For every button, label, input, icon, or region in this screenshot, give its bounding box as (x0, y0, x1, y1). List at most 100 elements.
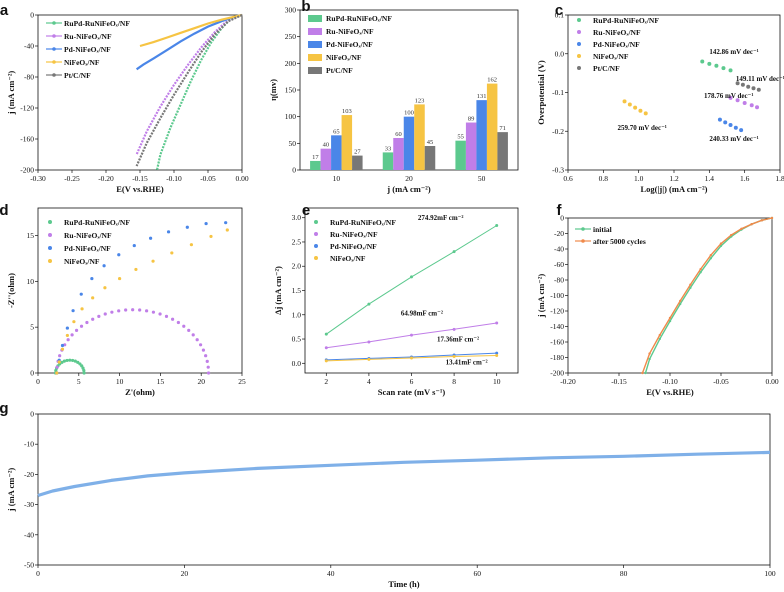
legend-marker-d (48, 220, 52, 224)
y-tick-label-b: 150 (285, 86, 297, 95)
stability-line-g (37, 450, 771, 498)
data-point-f (699, 267, 702, 271)
data-point-d (204, 354, 208, 358)
x-tick-label-g: 80 (620, 569, 628, 578)
data-point-d (60, 343, 65, 348)
legend-label-c: Pt/C/NF (593, 64, 620, 73)
series-line-f (641, 217, 773, 374)
x-tick-label-b: 20 (405, 174, 413, 183)
y-tick-label-b: 0 (292, 166, 296, 175)
data-point-d (85, 320, 89, 325)
data-point-d (68, 358, 72, 362)
y-tick-label-d: 10 (27, 277, 35, 286)
y-tick-label-c: 0.1 (555, 11, 565, 20)
legend-marker-e (314, 244, 318, 248)
data-point-c (740, 82, 745, 87)
legend-label-d: Pd-NiFeOₓ/NF (64, 244, 111, 253)
data-point-d (145, 309, 149, 313)
y-tick-label-b: 200 (285, 59, 297, 68)
data-point-d (65, 358, 69, 363)
x-tick-label-b: 50 (478, 174, 486, 183)
data-point-f (709, 254, 712, 257)
data-point-d (79, 324, 84, 328)
data-point-d (151, 259, 155, 263)
capacitance-annotation-e: 13.41mF cm⁻² (446, 358, 488, 366)
legend-label-c: NiFeOₓ/NF (593, 52, 629, 61)
legend-swatch-b (308, 41, 322, 48)
data-point-c (728, 68, 733, 73)
data-point-f (668, 316, 672, 320)
data-point-c (714, 63, 719, 68)
legend-marker-a (52, 34, 56, 38)
panel-label-b: b (301, 0, 310, 15)
data-point-f (770, 216, 774, 220)
x-tick-label-a: -0.25 (64, 174, 80, 183)
y-tick-label-f: -60 (554, 260, 564, 269)
data-point-f (719, 242, 723, 245)
data-point-d (91, 296, 95, 300)
x-tick-label-f: -0.10 (662, 377, 678, 386)
panel-label-g: g (0, 400, 9, 417)
x-tick-label-f: -0.05 (713, 377, 729, 386)
bar-value-label-b: 131 (477, 93, 487, 100)
y-tick-label-e: 0.5 (292, 335, 302, 344)
y-tick-label-c: -0.1 (552, 88, 564, 97)
x-axis-title-a: E(V vs.RHE) (116, 184, 164, 194)
bar-b (455, 140, 466, 170)
data-point-e (495, 354, 499, 358)
panel-label-c: c (555, 2, 563, 19)
bar-b (497, 132, 508, 170)
x-tick-label-d: 10 (116, 377, 124, 386)
x-tick-label-a: -0.05 (200, 174, 216, 183)
legend-marker-e (314, 220, 318, 224)
data-point-d (97, 314, 101, 318)
legend-label-d: NiFeOₓ/NF (64, 257, 100, 266)
legend-marker-f (581, 227, 585, 231)
capacitance-annotation-e: 17.36mF cm⁻² (437, 335, 479, 343)
legend-marker-c (577, 54, 581, 58)
data-point-d (55, 365, 59, 369)
data-point-c (622, 99, 627, 104)
y-tick-label-b: 50 (289, 139, 297, 148)
y-tick-label-b: 300 (285, 6, 297, 15)
slope-annotation-c: 149.11 mV dec⁻¹ (736, 75, 784, 83)
y-axis-title-e: Δj (mA cm⁻²) (273, 266, 283, 315)
data-point-d (124, 308, 128, 312)
legend-marker-d (48, 233, 52, 237)
legend-marker-e (314, 232, 318, 236)
data-point-f (658, 333, 661, 337)
data-point-e (367, 357, 371, 361)
y-tick-label-a: -200 (20, 166, 34, 175)
y-tick-label-d: 5 (30, 323, 34, 332)
x-tick-label-c: 1.8 (775, 174, 784, 183)
bar-b (320, 148, 332, 170)
y-tick-label-g: -30 (24, 500, 34, 509)
x-tick-label-c: 1.0 (634, 174, 644, 183)
y-tick-label-f: -40 (554, 245, 564, 254)
bar-b (382, 152, 394, 170)
data-point-d (164, 314, 169, 318)
data-point-d (65, 333, 69, 338)
y-axis-title-b: η(mv) (268, 79, 278, 101)
legend-label-a: Ru-NiFeOₓ/NF (64, 32, 112, 41)
x-tick-label-d: 5 (77, 377, 81, 386)
data-point-d (176, 320, 180, 325)
bar-b (414, 104, 425, 170)
legend-label-f: initial (593, 225, 612, 234)
panel-label-e: e (302, 202, 310, 219)
data-point-c (721, 66, 726, 71)
data-point-e (324, 332, 328, 336)
data-point-f (648, 357, 651, 361)
x-tick-label-e: 6 (410, 377, 414, 386)
legend-marker-c (577, 42, 581, 46)
bar-b (331, 135, 342, 170)
legend-marker-c (577, 30, 581, 34)
y-tick-label-e: 2.5 (292, 237, 302, 246)
y-tick-label-f: -200 (550, 369, 564, 378)
data-point-d (102, 264, 106, 268)
data-point-d (65, 326, 69, 330)
bar-b (424, 146, 436, 170)
y-tick-label-b: 250 (285, 32, 297, 41)
bar-value-label-b: 45 (427, 139, 434, 146)
x-tick-label-b: 10 (333, 174, 341, 183)
